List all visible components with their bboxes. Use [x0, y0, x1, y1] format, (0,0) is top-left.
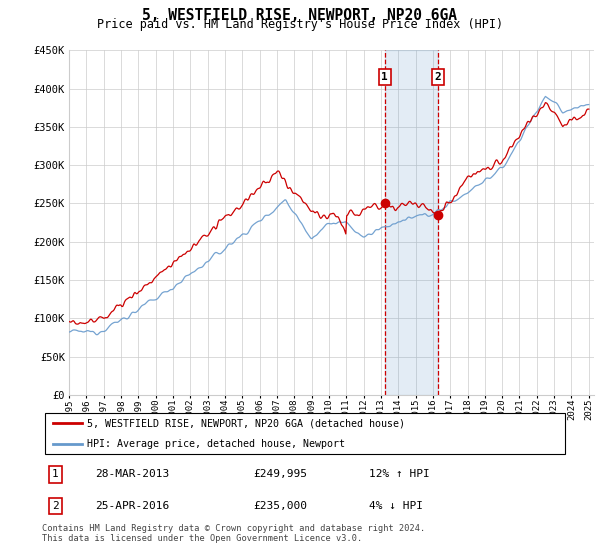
Text: 1: 1: [52, 469, 59, 479]
Text: Contains HM Land Registry data © Crown copyright and database right 2024.
This d: Contains HM Land Registry data © Crown c…: [42, 524, 425, 543]
FancyBboxPatch shape: [44, 413, 565, 454]
Text: Price paid vs. HM Land Registry's House Price Index (HPI): Price paid vs. HM Land Registry's House …: [97, 18, 503, 31]
Bar: [385, 50, 438, 395]
Text: 25-APR-2016: 25-APR-2016: [95, 501, 169, 511]
Text: £235,000: £235,000: [253, 501, 307, 511]
Text: 2: 2: [435, 72, 442, 82]
Text: 2: 2: [52, 501, 59, 511]
Text: £249,995: £249,995: [253, 469, 307, 479]
Text: 12% ↑ HPI: 12% ↑ HPI: [370, 469, 430, 479]
Text: 5, WESTFIELD RISE, NEWPORT, NP20 6GA (detached house): 5, WESTFIELD RISE, NEWPORT, NP20 6GA (de…: [87, 418, 405, 428]
Text: 5, WESTFIELD RISE, NEWPORT, NP20 6GA: 5, WESTFIELD RISE, NEWPORT, NP20 6GA: [143, 8, 458, 24]
Text: 1: 1: [382, 72, 388, 82]
Text: 4% ↓ HPI: 4% ↓ HPI: [370, 501, 424, 511]
Text: HPI: Average price, detached house, Newport: HPI: Average price, detached house, Newp…: [87, 440, 345, 450]
Text: 28-MAR-2013: 28-MAR-2013: [95, 469, 169, 479]
